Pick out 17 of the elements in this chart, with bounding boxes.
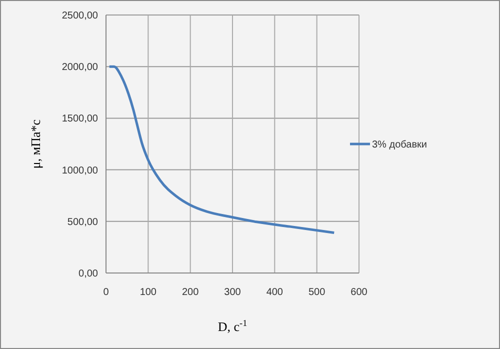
x-tick-label: 300	[224, 287, 242, 298]
x-tick-label: 200	[182, 287, 200, 298]
y-tick-label: 1000,00	[62, 165, 98, 176]
x-tick-label: 500	[308, 287, 326, 298]
x-axis-title: D, с$^{-1}$	[218, 318, 248, 334]
y-axis-title: μ, мПа*с	[28, 119, 43, 169]
x-tick-label: 400	[266, 287, 284, 298]
x-tick-label: 600	[350, 287, 368, 298]
y-tick-label: 500,00	[67, 216, 98, 228]
y-tick-label: 0,00	[78, 268, 98, 280]
y-tick-label: 2500,00	[62, 10, 98, 22]
y-tick-label: 1500,00	[62, 114, 98, 125]
y-tick-label: 2000,00	[62, 62, 98, 74]
x-tick-label: 0	[103, 287, 110, 298]
legend-label: 3% добавки	[372, 140, 427, 150]
x-tick-label: 100	[140, 287, 157, 298]
line-series	[108, 65, 336, 234]
